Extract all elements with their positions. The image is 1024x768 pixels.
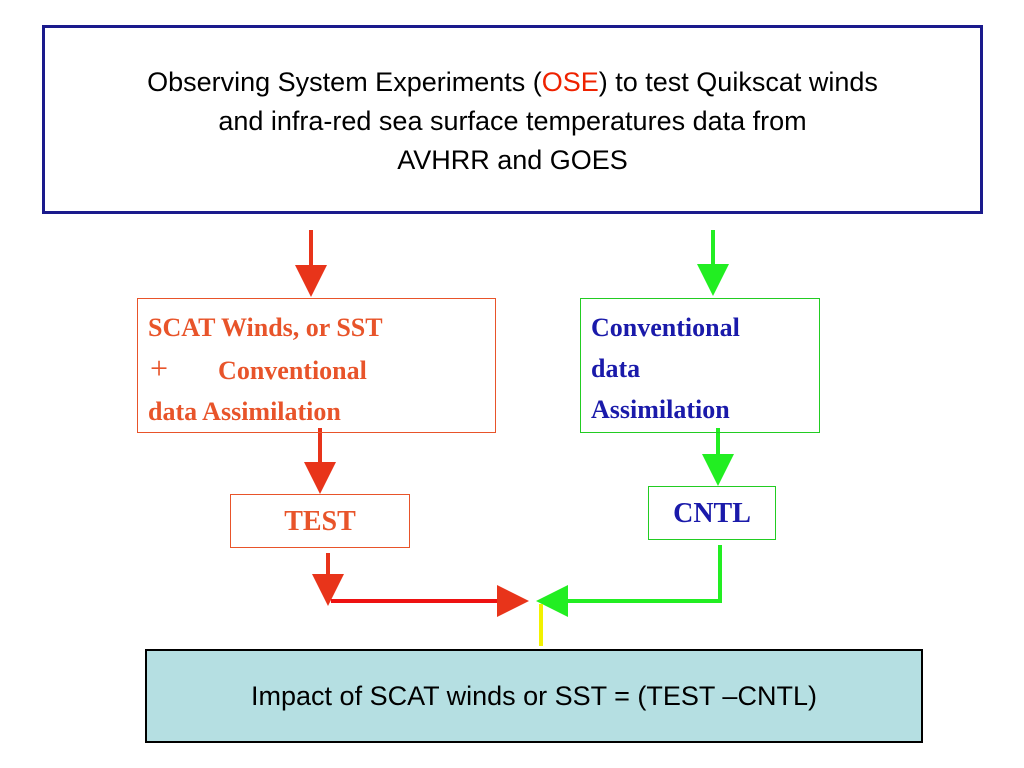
test-process-box: SCAT Winds, or SST + Conventional data As…	[137, 298, 496, 433]
control-process-box: Conventional data Assimilation	[580, 298, 820, 433]
title-text: ) to test Quikscat winds	[598, 67, 878, 97]
title-box: Observing System Experiments (OSE) to te…	[42, 25, 983, 214]
title-text: Observing System Experiments (	[147, 67, 542, 97]
node-text: Conventional	[591, 313, 740, 342]
node-text: +	[150, 350, 169, 386]
node-text: SCAT Winds, or SST	[148, 313, 383, 342]
node-text: Impact of SCAT winds or SST = (TEST –CNT…	[251, 681, 817, 711]
node-text: TEST	[284, 506, 356, 537]
node-text: Conventional	[218, 356, 367, 385]
cntl-box: CNTL	[648, 486, 776, 540]
node-text: data	[591, 354, 641, 383]
node-text: data Assimilation	[148, 397, 341, 426]
node-text: Assimilation	[591, 395, 730, 424]
title-highlight: OSE	[541, 67, 599, 97]
title-text: AVHRR and GOES	[397, 145, 628, 175]
impact-box: Impact of SCAT winds or SST = (TEST –CNT…	[145, 649, 923, 743]
node-text: CNTL	[673, 498, 751, 529]
title-text: and infra-red sea surface temperatures d…	[218, 106, 807, 136]
test-box: TEST	[230, 494, 410, 548]
